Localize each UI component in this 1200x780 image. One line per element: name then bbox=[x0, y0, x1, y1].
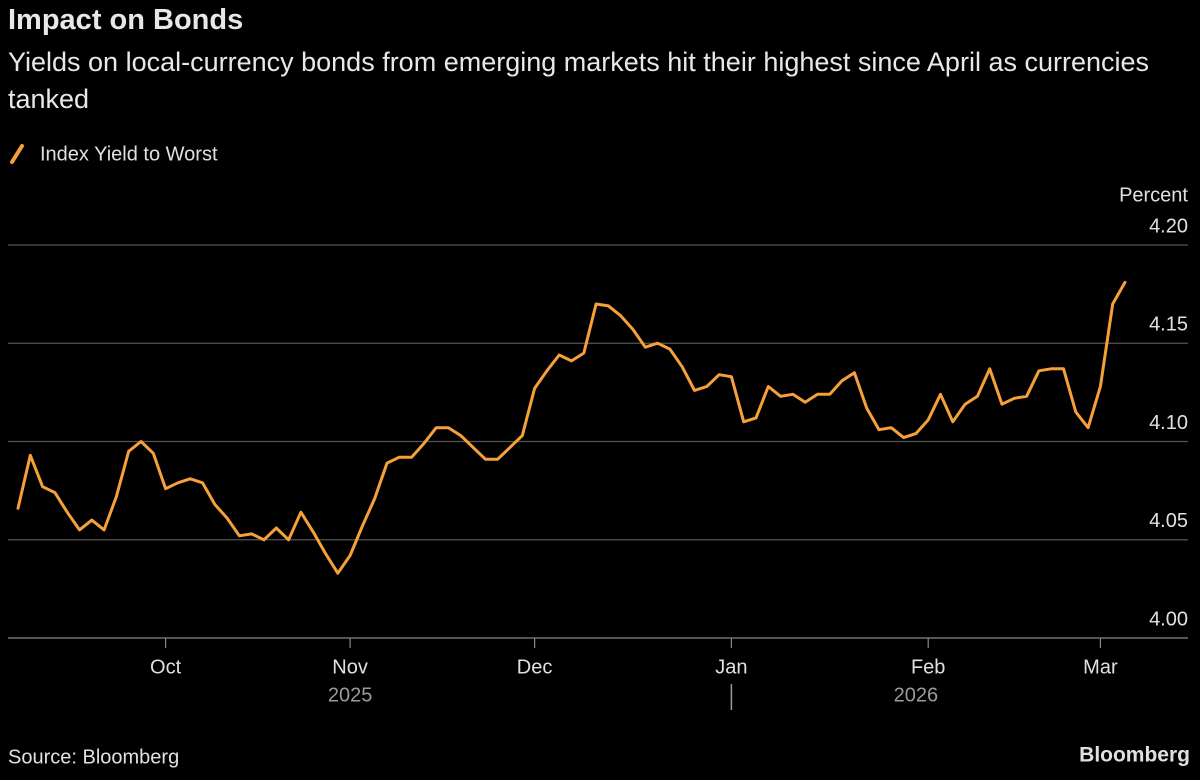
year-label: 2025 bbox=[328, 684, 373, 706]
data-line bbox=[16, 280, 1127, 575]
source: Source: Bloomberg bbox=[8, 746, 179, 768]
year-label: 2026 bbox=[894, 684, 939, 706]
y-tick-label: 4.00 bbox=[1149, 608, 1188, 630]
chart-subtitle: Yields on local-currency bonds from emer… bbox=[8, 47, 1150, 114]
y-tick-label: 4.15 bbox=[1149, 314, 1188, 336]
x-tick-label: Nov bbox=[332, 656, 368, 678]
y-tick-label: 4.05 bbox=[1149, 510, 1188, 532]
legend-swatch bbox=[10, 144, 24, 164]
brand: Bloomberg bbox=[1079, 744, 1190, 767]
x-tick-label: Dec bbox=[517, 656, 553, 678]
y-tick-label: 4.20 bbox=[1149, 215, 1188, 237]
chart-title: Impact on Bonds bbox=[8, 4, 244, 36]
x-tick-label: Oct bbox=[150, 656, 182, 678]
x-tick-label: Jan bbox=[715, 656, 747, 678]
legend-label: Index Yield to Worst bbox=[40, 143, 218, 165]
y-axis-label: Percent bbox=[1119, 184, 1188, 206]
x-tick-label: Feb bbox=[911, 656, 945, 678]
x-tick-label: Mar bbox=[1083, 656, 1118, 678]
y-tick-label: 4.10 bbox=[1149, 412, 1188, 434]
